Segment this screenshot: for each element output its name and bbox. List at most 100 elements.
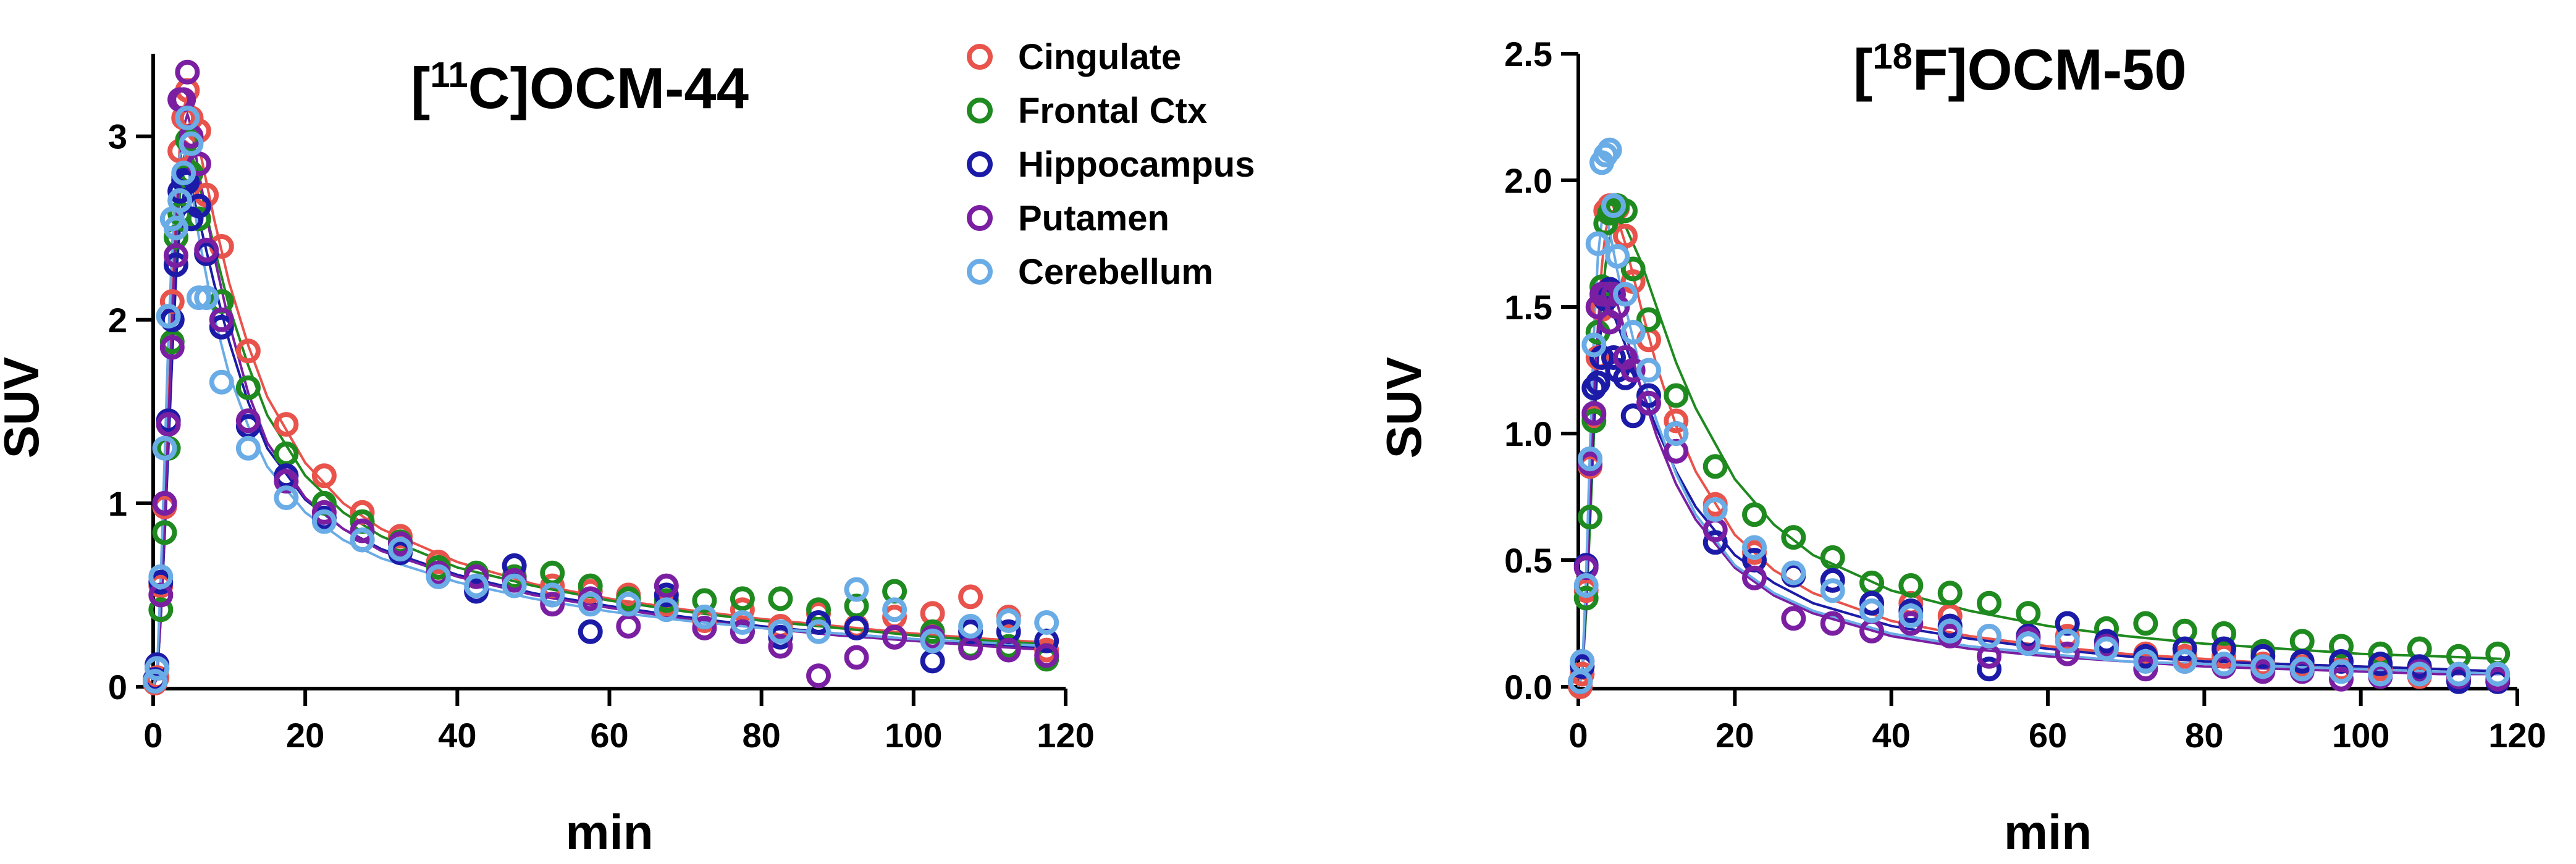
data-point-putamen: [2133, 656, 2158, 682]
data-point-putamen: [996, 637, 1021, 663]
data-point-cerebellum: [1781, 560, 1806, 585]
data-point-frontal-ctx: [1578, 505, 1602, 530]
y-tick-label: 0.5: [1504, 541, 1552, 580]
data-point-cingulate: [958, 584, 983, 610]
legend: Cingulate Frontal Ctx Hippocampus Putamen Ce…: [967, 37, 1255, 292]
data-point-cerebellum: [1898, 603, 1924, 629]
data-point-cingulate: [235, 338, 261, 364]
x-tick-label: 120: [2488, 716, 2546, 755]
data-point-hippocampus: [1601, 345, 1626, 370]
chart-title: [18F]OCM-50: [1853, 36, 2187, 102]
data-point-putamen: [692, 615, 717, 640]
x-tick-label: 20: [286, 716, 324, 755]
legend-marker-hippocampus: [967, 151, 993, 177]
data-point-hippocampus: [1703, 530, 1728, 555]
data-point-putamen: [194, 237, 219, 262]
y-tick-label: 1.0: [1504, 414, 1552, 453]
data-point-cerebellum: [920, 628, 945, 653]
data-point-cerebellum: [2094, 636, 2119, 661]
x-tick-label: 80: [743, 716, 781, 755]
data-point-cerebellum: [1820, 578, 1845, 603]
data-point-frontal-ctx: [1703, 454, 1728, 479]
data-point-cingulate: [1664, 408, 1689, 434]
data-point-putamen: [730, 619, 755, 644]
x-tick-label: 0: [143, 716, 162, 755]
data-point-hippocampus: [163, 252, 188, 277]
x-axis-title: min: [565, 805, 653, 860]
y-tick-label: 2.0: [1504, 161, 1552, 200]
x-tick-label: 60: [590, 716, 628, 755]
data-point-cerebellum: [1636, 358, 1661, 383]
data-point-cerebellum: [2289, 656, 2315, 682]
y-tick-label: 2: [108, 301, 127, 340]
data-point-cerebellum: [1613, 282, 1638, 307]
y-tick-label: 0: [108, 668, 127, 707]
data-point-cerebellum: [311, 509, 337, 534]
data-point-putamen: [616, 614, 641, 639]
data-point-cerebellum: [2368, 661, 2393, 687]
data-point-putamen: [209, 307, 234, 332]
data-point-putamen: [806, 663, 831, 689]
chart-panel-ocm-50: 0 20 40 60 80 100 120 0.0 0.5 1.0 1.5 2.0 2.5 min SUV […: [1376, 35, 2546, 860]
x-tick-label: 40: [1872, 716, 1911, 755]
x-tick-label: 20: [1715, 716, 1754, 755]
data-point-putamen: [464, 564, 489, 589]
data-point-cerebellum: [730, 610, 755, 635]
legend-marker-frontal-ctx: [967, 98, 993, 124]
data-point-frontal-ctx: [540, 560, 565, 585]
data-point-hippocampus: [2172, 636, 2197, 661]
data-point-cerebellum: [1573, 573, 1599, 598]
y-axis-title: SUV: [0, 357, 49, 459]
data-point-cerebellum: [388, 537, 413, 562]
y-tick-label: 3: [108, 117, 127, 156]
data-point-cerebellum: [167, 188, 193, 213]
data-point-frontal-ctx: [1898, 573, 1924, 598]
data-point-cerebellum: [806, 619, 831, 644]
data-point-cerebellum: [2055, 629, 2080, 654]
data-point-putamen: [654, 573, 679, 598]
legend-label-cingulate: Cingulate: [1018, 37, 1181, 77]
x-tick-label: 100: [2332, 716, 2389, 755]
data-point-putamen: [768, 634, 793, 659]
data-point-putamen: [844, 645, 869, 670]
x-axis-title: min: [2004, 805, 2092, 860]
data-point-cerebellum: [143, 669, 168, 694]
chart-title-bracket: [: [411, 56, 430, 120]
data-point-cerebellum: [209, 369, 234, 395]
data-point-putamen: [175, 59, 200, 85]
x-tick-label: 120: [1037, 716, 1094, 755]
data-point-cerebellum: [1597, 137, 1622, 162]
data-point-cerebellum: [1578, 447, 1602, 471]
data-point-frontal-ctx: [1820, 545, 1845, 570]
data-point-putamen: [311, 500, 337, 525]
data-point-frontal-ctx: [148, 597, 174, 623]
data-point-putamen: [156, 412, 181, 437]
legend-marker-putamen: [967, 205, 993, 231]
data-point-hippocampus: [920, 648, 945, 674]
x-tick-label: 60: [2029, 716, 2067, 755]
data-point-putamen: [1898, 611, 1924, 636]
data-point-putamen: [350, 518, 375, 543]
data-point-cingulate: [1613, 224, 1638, 249]
data-point-putamen: [1581, 401, 1607, 426]
data-point-frontal-ctx: [2485, 641, 2511, 666]
data-point-putamen: [1742, 565, 1767, 590]
data-point-cerebellum: [179, 131, 204, 156]
y-tick-label: 2.5: [1504, 35, 1552, 73]
data-point-cerebellum: [163, 216, 188, 241]
data-point-putamen: [2329, 666, 2354, 692]
y-tick-label: 1: [108, 484, 127, 523]
data-point-frontal-ctx: [1664, 383, 1689, 408]
data-point-frontal-ctx: [2289, 629, 2315, 654]
data-point-cerebellum: [426, 564, 451, 589]
data-point-cerebellum: [1034, 610, 1059, 635]
data-point-cerebellum: [1664, 421, 1689, 446]
data-point-putamen: [274, 469, 299, 494]
data-point-cerebellum: [350, 527, 375, 553]
chart-title-compound: C]OCM-44: [468, 56, 749, 120]
data-point-frontal-ctx: [1581, 408, 1607, 434]
data-point-frontal-ctx: [186, 206, 211, 232]
chart-panel-ocm-44: 0 20 40 60 80 100 120 0 1 2 3 min SUV [11C]OCM-44: [0, 54, 1095, 860]
data-point-cerebellum: [2172, 649, 2197, 674]
data-point-hippocampus: [2250, 644, 2276, 669]
